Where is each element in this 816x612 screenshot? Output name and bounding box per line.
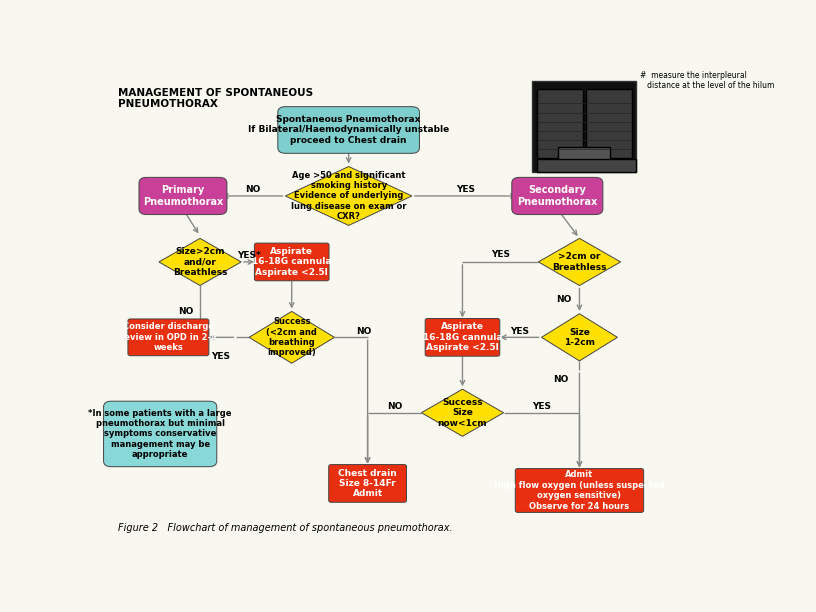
Text: MANAGEMENT OF SPONTANEOUS
PNEUMOTHORAX: MANAGEMENT OF SPONTANEOUS PNEUMOTHORAX (118, 88, 313, 109)
Text: Chest drain
Size 8-14Fr
Admit: Chest drain Size 8-14Fr Admit (339, 469, 397, 498)
Text: NO: NO (179, 307, 193, 316)
Text: Size
1-2cm: Size 1-2cm (564, 327, 595, 347)
FancyBboxPatch shape (425, 318, 499, 356)
FancyBboxPatch shape (558, 147, 610, 170)
FancyBboxPatch shape (104, 401, 217, 467)
Text: Admit
High flow oxygen (unless suspected
oxygen sensitive)
Observe for 24 hours: Admit High flow oxygen (unless suspected… (494, 471, 665, 510)
Text: YES: YES (510, 327, 529, 336)
Text: Spontaneous Pneumothorax
If Bilateral/Haemodynamically unstable
proceed to Chest: Spontaneous Pneumothorax If Bilateral/Ha… (248, 115, 450, 145)
Text: Figure 2   Flowchart of management of spontaneous pneumothorax.: Figure 2 Flowchart of management of spon… (118, 523, 452, 533)
Text: YES: YES (211, 352, 230, 360)
Text: NO: NO (356, 327, 371, 336)
Text: NO: NO (245, 185, 260, 195)
Text: YES: YES (532, 402, 551, 411)
Text: NO: NO (556, 295, 571, 304)
Text: Consider discharge
review in OPD in 2-4
weeks: Consider discharge review in OPD in 2-4 … (120, 323, 217, 353)
FancyBboxPatch shape (515, 469, 644, 512)
FancyBboxPatch shape (586, 89, 632, 159)
Text: YES*: YES* (237, 252, 261, 260)
Text: YES: YES (491, 250, 510, 259)
Text: NO: NO (552, 375, 568, 384)
Text: Size>2cm
and/or
Breathless: Size>2cm and/or Breathless (173, 247, 228, 277)
Polygon shape (286, 166, 412, 225)
Polygon shape (159, 238, 242, 285)
FancyBboxPatch shape (139, 177, 227, 215)
Text: >2cm or
Breathless: >2cm or Breathless (552, 252, 607, 272)
Text: Aspirate
16-18G cannula
Aspirate <2.5l: Aspirate 16-18G cannula Aspirate <2.5l (423, 323, 502, 353)
FancyBboxPatch shape (329, 465, 406, 502)
Text: NO: NO (387, 402, 402, 411)
Polygon shape (539, 238, 620, 285)
FancyBboxPatch shape (277, 106, 419, 154)
Text: Primary
Pneumothorax: Primary Pneumothorax (143, 185, 223, 207)
Text: *In some patients with a large
pneumothorax but minimal
symptoms conservative
ma: *In some patients with a large pneumotho… (88, 409, 232, 459)
Polygon shape (421, 389, 503, 436)
FancyBboxPatch shape (128, 319, 209, 356)
Text: #  measure the interpleural
   distance at the level of the hilum: # measure the interpleural distance at t… (640, 71, 774, 91)
FancyBboxPatch shape (537, 89, 583, 159)
Polygon shape (542, 314, 618, 361)
Text: Success
Size
now<1cm: Success Size now<1cm (437, 398, 487, 428)
Text: Aspirate
16-18G cannula
Aspirate <2.5l: Aspirate 16-18G cannula Aspirate <2.5l (252, 247, 331, 277)
Text: YES: YES (456, 185, 475, 195)
FancyBboxPatch shape (512, 177, 603, 215)
Text: Age >50 and significant
smoking history
Evidence of underlying
lung disease on e: Age >50 and significant smoking history … (290, 171, 406, 222)
FancyBboxPatch shape (537, 159, 636, 173)
FancyBboxPatch shape (532, 81, 636, 173)
Text: Secondary
Pneumothorax: Secondary Pneumothorax (517, 185, 597, 207)
Polygon shape (249, 312, 335, 364)
Text: Success
(<2cm and
breathing
improved): Success (<2cm and breathing improved) (266, 317, 317, 357)
FancyBboxPatch shape (255, 243, 329, 281)
